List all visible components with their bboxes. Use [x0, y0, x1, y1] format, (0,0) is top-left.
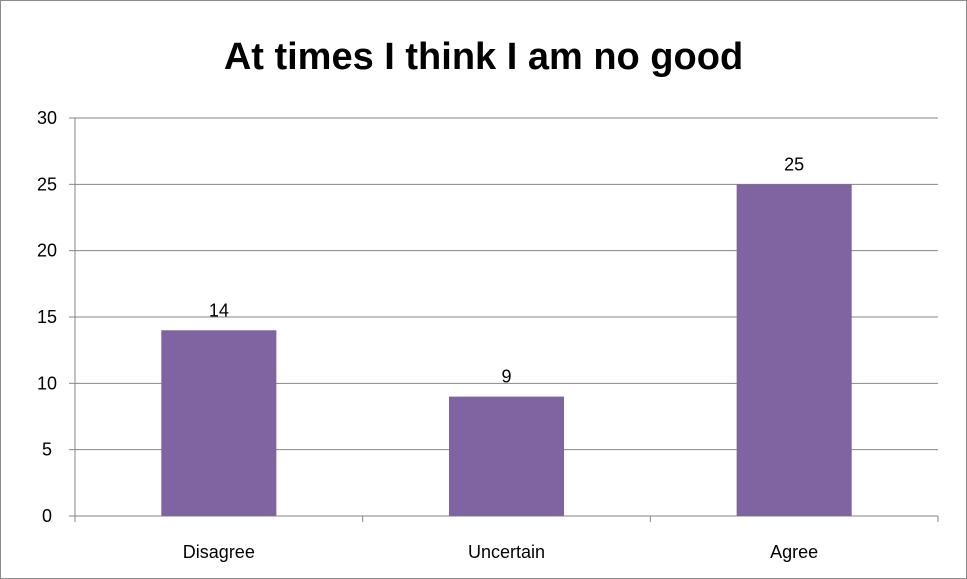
data-label-uncertain: 9 — [501, 367, 511, 387]
bar-uncertain — [448, 396, 565, 516]
y-tick-label: 25 — [37, 174, 57, 194]
labels: 0 5 10 15 20 25 30 14 Disagree 9 Uncertain 25 Agree — [37, 108, 818, 562]
y-tick-label: 5 — [42, 440, 52, 460]
y-tick-label: 0 — [42, 506, 52, 526]
y-tick-label: 30 — [37, 108, 57, 128]
y-tick-label: 20 — [37, 241, 57, 261]
data-label-disagree: 14 — [209, 300, 229, 320]
x-tick-label-disagree: Disagree — [183, 542, 255, 562]
bars — [161, 184, 852, 517]
x-tick-label-agree: Agree — [770, 542, 818, 562]
data-label-agree: 25 — [784, 154, 804, 174]
y-tick-label: 10 — [37, 373, 57, 393]
y-tick-label: 15 — [37, 307, 57, 327]
chart-title: At times I think I am no good — [223, 36, 744, 78]
bar-agree — [736, 184, 852, 517]
x-tick-label-uncertain: Uncertain — [468, 542, 545, 562]
bar-disagree — [161, 330, 277, 516]
